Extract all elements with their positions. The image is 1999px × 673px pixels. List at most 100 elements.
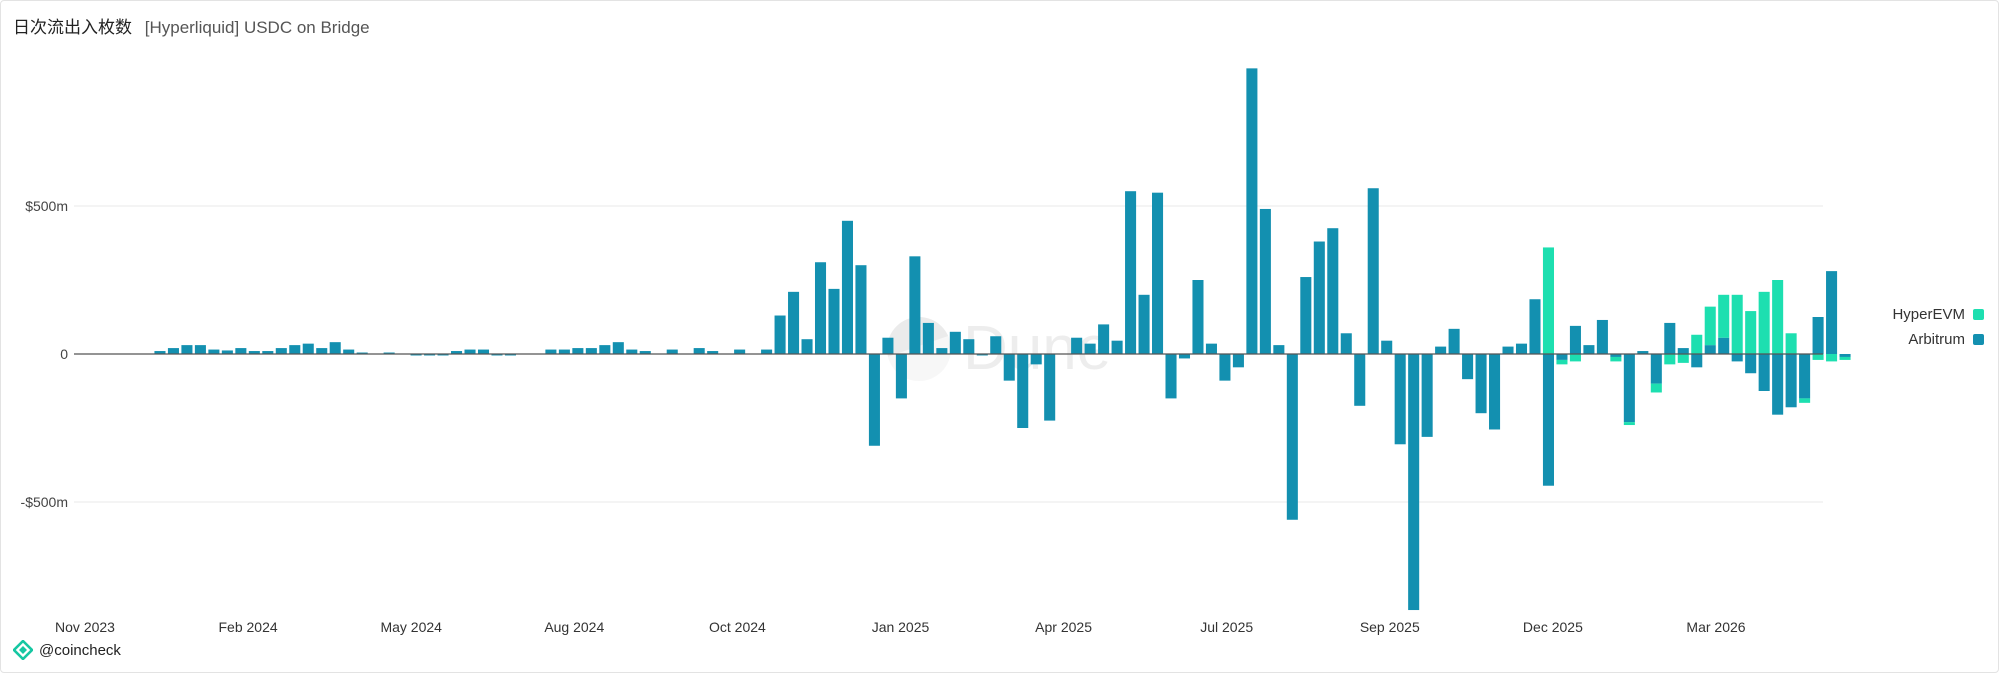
bar-arbitrum[interactable]	[1340, 333, 1352, 354]
bar-arbitrum[interactable]	[1367, 188, 1379, 354]
bar-arbitrum[interactable]	[572, 348, 584, 354]
bar-arbitrum[interactable]	[1772, 354, 1784, 415]
bar-arbitrum[interactable]	[154, 351, 166, 354]
bar-arbitrum[interactable]	[1219, 354, 1231, 381]
bar-arbitrum[interactable]	[504, 354, 516, 356]
bar-arbitrum[interactable]	[1623, 354, 1635, 423]
bar-arbitrum[interactable]	[1664, 322, 1676, 354]
bar-arbitrum[interactable]	[289, 345, 301, 354]
bar-arbitrum[interactable]	[1098, 324, 1110, 354]
bar-hyperevm[interactable]	[1745, 311, 1757, 354]
bar-arbitrum[interactable]	[437, 354, 449, 356]
bar-arbitrum[interactable]	[316, 348, 328, 354]
legend-item-arbitrum[interactable]: Arbitrum	[1892, 328, 1984, 350]
bar-arbitrum[interactable]	[1152, 192, 1164, 354]
bar-arbitrum[interactable]	[451, 351, 463, 354]
bar-arbitrum[interactable]	[194, 345, 206, 354]
bar-arbitrum[interactable]	[1596, 319, 1608, 354]
bar-arbitrum[interactable]	[1745, 354, 1757, 374]
bar-hyperevm[interactable]	[1704, 306, 1716, 346]
bar-arbitrum[interactable]	[1165, 354, 1177, 399]
bar-arbitrum[interactable]	[1502, 346, 1514, 354]
bar-arbitrum[interactable]	[167, 348, 179, 354]
bar-arbitrum[interactable]	[1300, 277, 1312, 354]
bar-arbitrum[interactable]	[1489, 354, 1501, 430]
bar-hyperevm[interactable]	[1785, 333, 1797, 354]
bar-arbitrum[interactable]	[801, 339, 813, 354]
bar-arbitrum[interactable]	[410, 354, 422, 356]
bar-arbitrum[interactable]	[275, 348, 287, 354]
bar-arbitrum[interactable]	[1448, 328, 1460, 354]
bar-hyperevm[interactable]	[1542, 247, 1554, 354]
bar-arbitrum[interactable]	[666, 349, 678, 354]
bar-arbitrum[interactable]	[1785, 354, 1797, 408]
bar-arbitrum[interactable]	[329, 342, 341, 354]
bar-arbitrum[interactable]	[1408, 354, 1420, 611]
bar-arbitrum[interactable]	[1071, 337, 1083, 354]
bar-arbitrum[interactable]	[976, 354, 988, 356]
bar-arbitrum[interactable]	[1044, 354, 1056, 421]
bar-arbitrum[interactable]	[1839, 354, 1851, 357]
bar-arbitrum[interactable]	[1677, 348, 1689, 354]
bar-hyperevm[interactable]	[1812, 354, 1824, 360]
bar-arbitrum[interactable]	[235, 348, 247, 354]
bar-arbitrum[interactable]	[626, 349, 638, 354]
bar-arbitrum[interactable]	[599, 345, 611, 354]
bar-arbitrum[interactable]	[248, 351, 260, 354]
bar-arbitrum[interactable]	[761, 349, 773, 354]
bar-arbitrum[interactable]	[1354, 354, 1366, 406]
bar-arbitrum[interactable]	[1394, 354, 1406, 445]
bar-hyperevm[interactable]	[1718, 294, 1730, 338]
bar-arbitrum[interactable]	[828, 288, 840, 354]
bar-arbitrum[interactable]	[1003, 354, 1015, 381]
bar-arbitrum[interactable]	[1017, 354, 1029, 428]
bar-arbitrum[interactable]	[464, 349, 476, 354]
bar-hyperevm[interactable]	[1731, 294, 1743, 354]
bar-arbitrum[interactable]	[1232, 354, 1244, 368]
bar-arbitrum[interactable]	[1192, 280, 1204, 354]
bar-arbitrum[interactable]	[882, 337, 894, 354]
bar-arbitrum[interactable]	[1286, 354, 1298, 520]
bar-arbitrum[interactable]	[734, 349, 746, 354]
bar-hyperevm[interactable]	[1691, 334, 1703, 354]
bar-arbitrum[interactable]	[585, 348, 597, 354]
bar-arbitrum[interactable]	[612, 342, 624, 354]
bar-arbitrum[interactable]	[936, 348, 948, 354]
bar-hyperevm[interactable]	[1772, 280, 1784, 354]
bar-hyperevm[interactable]	[1623, 422, 1635, 426]
bar-arbitrum[interactable]	[909, 256, 921, 354]
bar-hyperevm[interactable]	[1569, 354, 1581, 362]
bar-arbitrum[interactable]	[1111, 340, 1123, 354]
bar-hyperevm[interactable]	[1610, 356, 1622, 362]
bar-arbitrum[interactable]	[868, 354, 880, 446]
bar-arbitrum[interactable]	[1650, 354, 1662, 384]
bar-arbitrum[interactable]	[262, 351, 274, 354]
bar-arbitrum[interactable]	[949, 331, 961, 354]
bar-arbitrum[interactable]	[221, 350, 233, 354]
bar-hyperevm[interactable]	[1650, 383, 1662, 393]
bar-arbitrum[interactable]	[963, 339, 975, 354]
bar-arbitrum[interactable]	[1691, 354, 1703, 368]
bar-arbitrum[interactable]	[1704, 345, 1716, 354]
bar-hyperevm[interactable]	[1556, 359, 1568, 365]
bar-arbitrum[interactable]	[990, 336, 1002, 354]
bar-arbitrum[interactable]	[1799, 354, 1811, 399]
bar-arbitrum[interactable]	[491, 354, 503, 356]
bar-arbitrum[interactable]	[208, 349, 220, 354]
bar-arbitrum[interactable]	[1421, 354, 1433, 437]
bar-arbitrum[interactable]	[1138, 294, 1150, 354]
bar-arbitrum[interactable]	[1435, 346, 1447, 354]
legend-item-hyperevm[interactable]: HyperEVM	[1892, 303, 1984, 325]
bar-arbitrum[interactable]	[895, 354, 907, 399]
bar-arbitrum[interactable]	[639, 351, 651, 354]
bar-arbitrum[interactable]	[1556, 354, 1568, 360]
bar-arbitrum[interactable]	[1475, 354, 1487, 414]
bar-arbitrum[interactable]	[1462, 354, 1474, 380]
bar-arbitrum[interactable]	[841, 220, 853, 354]
bar-arbitrum[interactable]	[855, 265, 867, 354]
bar-hyperevm[interactable]	[1677, 354, 1689, 363]
bar-arbitrum[interactable]	[1246, 68, 1258, 355]
footer-handle[interactable]: @coincheck	[39, 641, 121, 659]
bar-arbitrum[interactable]	[1826, 271, 1838, 354]
bar-hyperevm[interactable]	[1758, 291, 1770, 354]
